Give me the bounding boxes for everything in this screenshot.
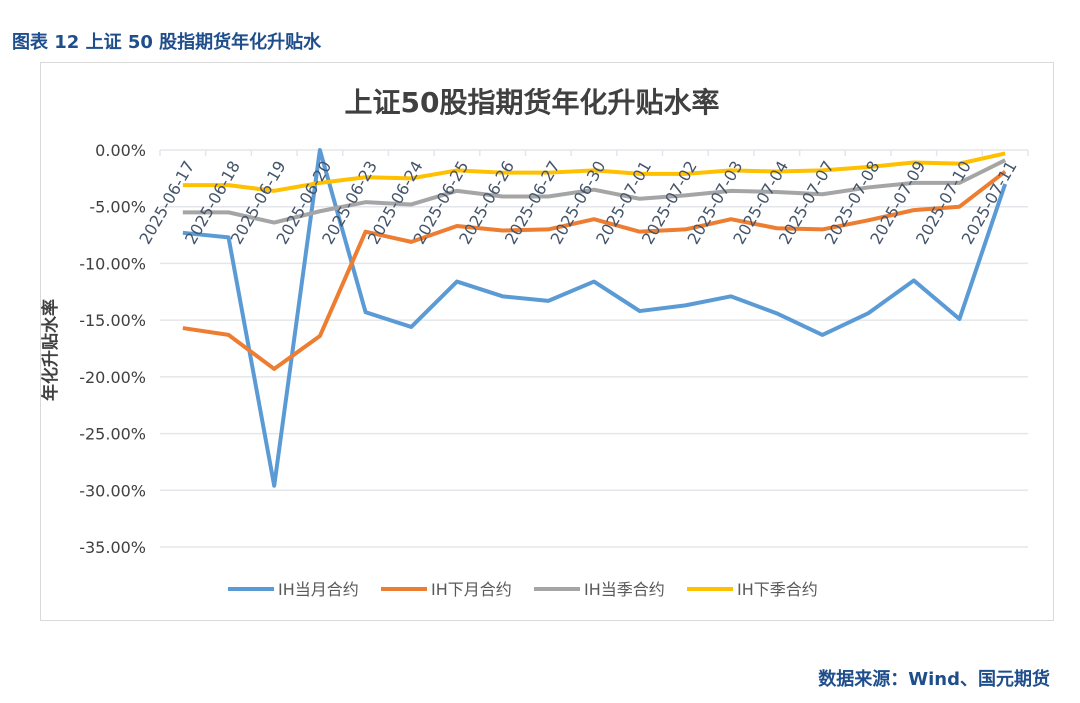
source-note: 数据来源：Wind、国元期货: [818, 669, 1050, 690]
legend-label: IH下月合约: [431, 580, 512, 599]
series-line-IH下季合约: [182, 151, 1006, 193]
y-tick-label: -5.00%: [89, 198, 146, 217]
chart-title: 上证50股指期货年化升贴水率: [345, 86, 720, 119]
legend-item: IH当季合约: [534, 580, 665, 599]
y-tick-label: -15.00%: [79, 311, 146, 330]
legend-item: IH当月合约: [228, 580, 359, 599]
y-tick-label: -10.00%: [79, 254, 146, 273]
chart-frame: [40, 62, 1054, 621]
legend-label: IH下季合约: [737, 580, 818, 599]
series-line-IH当月合约: [182, 148, 1008, 488]
legend-item: IH下季合约: [687, 580, 818, 599]
y-tick-label: -25.00%: [79, 425, 146, 444]
figure-title: 图表 12 上证 50 股指期货年化升贴水: [12, 32, 322, 53]
y-axis-label: 年化升贴水率: [40, 299, 61, 401]
y-tick-label: -20.00%: [79, 368, 146, 387]
legend-item: IH下月合约: [381, 580, 512, 599]
legend-label: IH当月合约: [278, 580, 359, 599]
y-tick-label: -30.00%: [79, 481, 146, 500]
series-line-IH下月合约: [182, 169, 1007, 371]
y-tick-label: -35.00%: [79, 538, 146, 557]
y-tick-label: 0.00%: [95, 141, 146, 160]
series-line-IH当季合约: [182, 158, 1007, 225]
legend-label: IH当季合约: [584, 580, 665, 599]
